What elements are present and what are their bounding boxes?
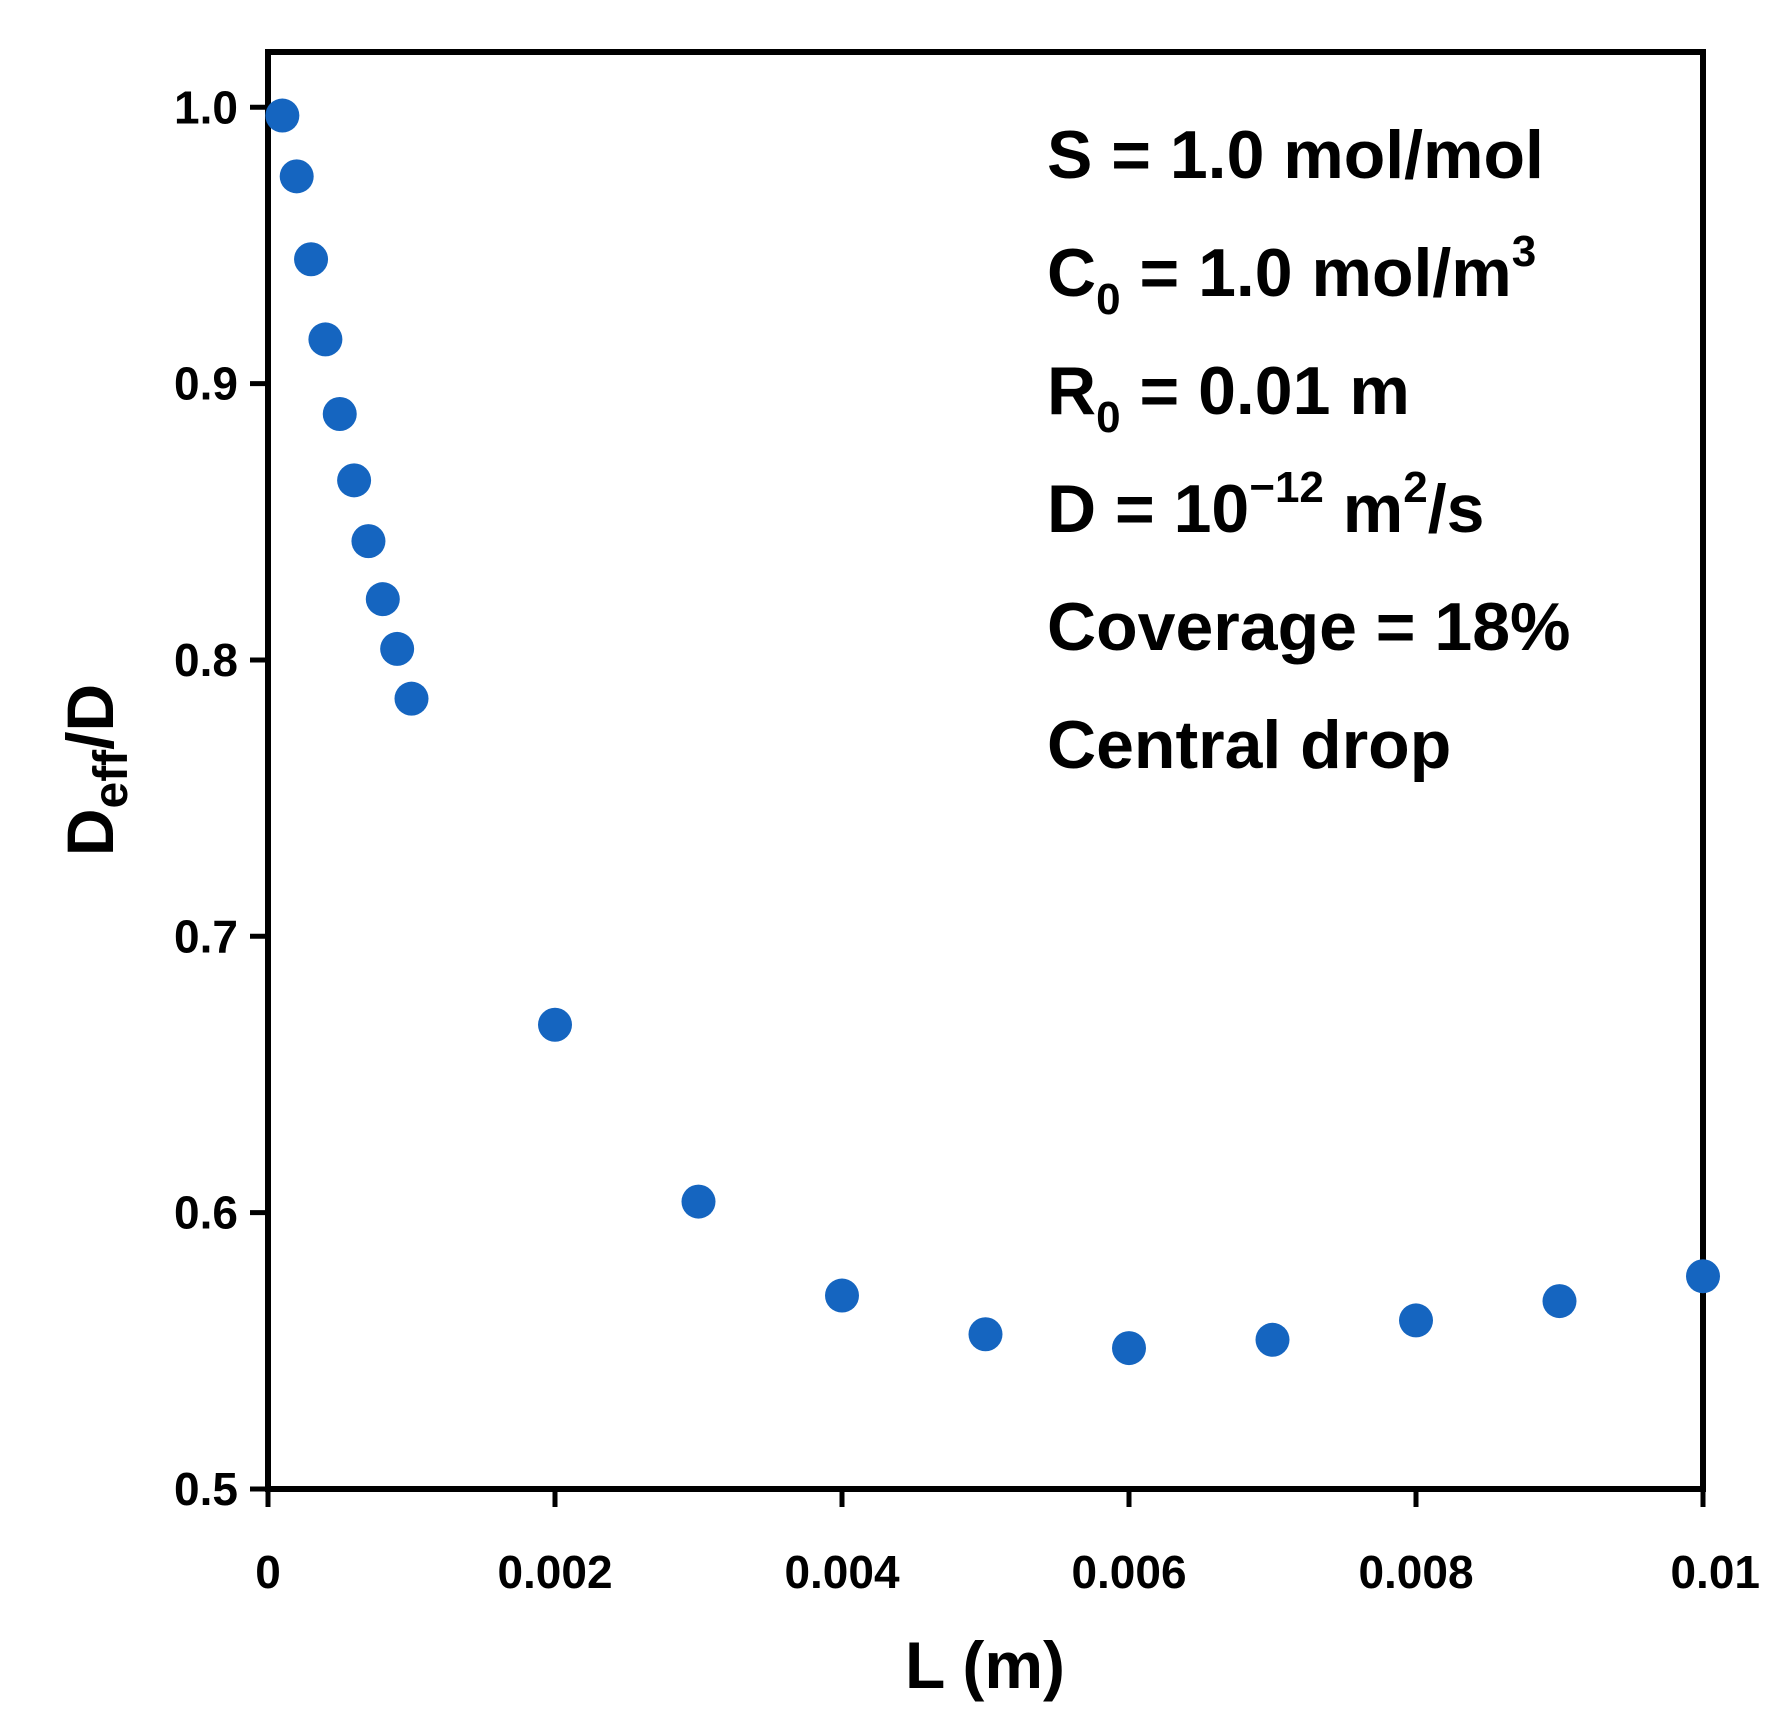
ann-d-part: 2 [1403, 463, 1427, 512]
ann-c0-part: = 1.0 mol/m [1121, 235, 1512, 311]
y-axis: 0.5 0.6 0.7 0.8 0.9 1.0 [174, 81, 268, 1515]
y-tick-label: 0.9 [174, 358, 238, 410]
x-tick-label: 0.002 [497, 1546, 612, 1598]
data-point [322, 397, 357, 432]
x-tick-label: 0.01 [1670, 1546, 1760, 1598]
data-point [1686, 1259, 1720, 1294]
x-tick-label: 0.004 [784, 1546, 900, 1598]
data-point [681, 1184, 716, 1219]
y-tick-label: 0.8 [174, 634, 238, 686]
x-axis-title: L (m) [905, 1628, 1065, 1702]
ann-r0: R0 = 0.01 m [1047, 353, 1410, 442]
y-axis-title-subscript: eff [85, 749, 138, 809]
plot-frame [265, 49, 1706, 1492]
data-points [265, 98, 1720, 1366]
ann-d-part: D = 10 [1047, 471, 1249, 547]
ann-r0-part: = 0.01 m [1121, 353, 1410, 429]
data-point [1255, 1322, 1290, 1357]
y-axis-title: Deff/D [53, 684, 138, 856]
data-point [294, 242, 329, 277]
x-tick-label: 0.006 [1071, 1546, 1186, 1598]
data-point [380, 631, 415, 666]
ann-d-part: −12 [1249, 463, 1324, 512]
data-point [365, 582, 400, 617]
data-point [265, 98, 300, 133]
ann-c0: C0 = 1.0 mol/m3 [1047, 227, 1536, 324]
x-tick-label: 0.008 [1358, 1546, 1473, 1598]
data-point [308, 322, 343, 357]
ann-c0-part: 3 [1512, 227, 1536, 276]
ann-central: Central drop [1047, 707, 1451, 783]
data-point [825, 1278, 859, 1313]
ann-coverage: Coverage = 18% [1047, 589, 1571, 665]
y-tick-label: 1.0 [174, 81, 238, 133]
y-tick-label: 0.6 [174, 1187, 238, 1239]
data-point [968, 1317, 1003, 1352]
ann-central-part: Central drop [1047, 707, 1451, 783]
ann-d: D = 10−12 m2/s [1047, 463, 1484, 547]
y-tick-label: 0.7 [174, 910, 238, 962]
data-point [1112, 1331, 1146, 1366]
y-axis-title-main: D [53, 809, 127, 857]
data-point [1542, 1284, 1577, 1319]
data-point [337, 463, 372, 498]
ann-c0-part: 0 [1096, 275, 1120, 324]
ann-coverage-part: Coverage = 18% [1047, 589, 1571, 665]
ann-s-part: S = 1.0 mol/mol [1047, 117, 1544, 193]
y-axis-title-rest: /D [53, 684, 127, 750]
ann-r0-part: 0 [1096, 393, 1120, 442]
x-axis: 0 0.002 0.004 0.006 0.008 0.01 [255, 1489, 1760, 1598]
data-point [351, 524, 386, 559]
data-point [538, 1007, 572, 1042]
y-tick-label: 0.5 [174, 1463, 238, 1515]
data-point [279, 159, 314, 194]
ann-r0-part: R [1047, 353, 1096, 429]
ann-c0-part: C [1047, 235, 1096, 311]
data-point [394, 681, 429, 716]
data-point [1399, 1303, 1433, 1338]
x-tick-label: 0 [255, 1546, 281, 1598]
ann-s: S = 1.0 mol/mol [1047, 117, 1544, 193]
ann-d-part: m [1324, 471, 1403, 547]
ann-d-part: /s [1428, 471, 1485, 547]
